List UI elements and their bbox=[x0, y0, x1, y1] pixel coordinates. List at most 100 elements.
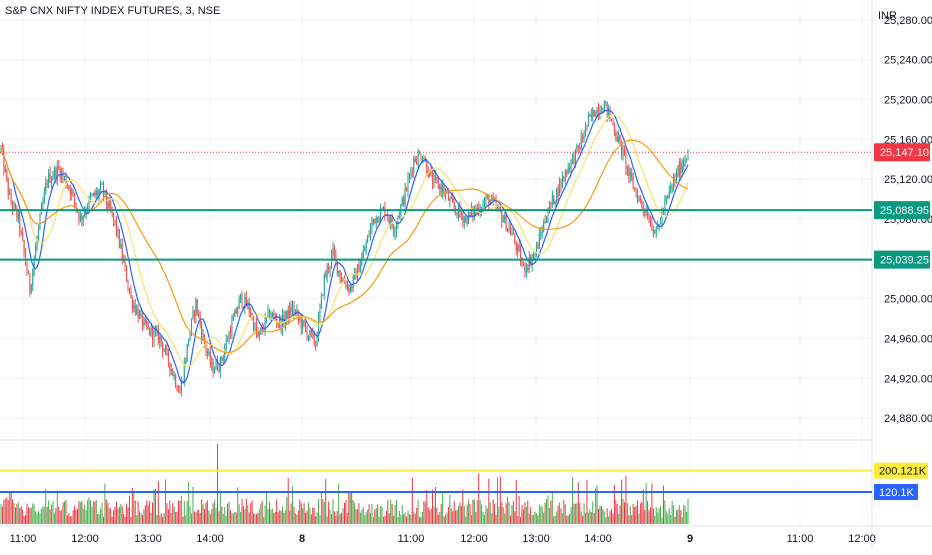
candle[interactable] bbox=[124, 255, 126, 272]
candle[interactable] bbox=[221, 356, 223, 364]
candle[interactable] bbox=[590, 108, 592, 122]
candle[interactable] bbox=[139, 309, 141, 320]
candle[interactable] bbox=[279, 314, 281, 329]
candle[interactable] bbox=[277, 322, 279, 329]
candle[interactable] bbox=[567, 162, 569, 175]
candle[interactable] bbox=[160, 335, 162, 348]
candle[interactable] bbox=[316, 331, 318, 348]
candle[interactable] bbox=[147, 321, 149, 330]
candle[interactable] bbox=[654, 229, 656, 235]
candle[interactable] bbox=[91, 193, 93, 197]
candle[interactable] bbox=[582, 133, 584, 143]
candle[interactable] bbox=[250, 307, 252, 318]
candle[interactable] bbox=[576, 143, 578, 152]
candle[interactable] bbox=[253, 314, 255, 333]
candle[interactable] bbox=[323, 272, 325, 301]
candle[interactable] bbox=[169, 362, 171, 377]
candle[interactable] bbox=[202, 328, 204, 341]
candle[interactable] bbox=[416, 156, 418, 165]
candle[interactable] bbox=[310, 329, 312, 338]
candle[interactable] bbox=[462, 211, 464, 228]
candle[interactable] bbox=[186, 343, 188, 363]
candle[interactable] bbox=[511, 227, 513, 237]
candle[interactable] bbox=[63, 175, 66, 181]
candle[interactable] bbox=[393, 224, 395, 238]
candle[interactable] bbox=[538, 227, 540, 249]
candle[interactable] bbox=[241, 291, 243, 310]
candle[interactable] bbox=[544, 214, 546, 224]
candle[interactable] bbox=[559, 177, 561, 196]
candle[interactable] bbox=[302, 318, 304, 335]
candle[interactable] bbox=[40, 202, 42, 215]
candle[interactable] bbox=[535, 241, 537, 258]
candle[interactable] bbox=[560, 178, 562, 193]
candle[interactable] bbox=[548, 200, 550, 214]
candle[interactable] bbox=[377, 216, 379, 223]
candle[interactable] bbox=[636, 188, 638, 204]
candle[interactable] bbox=[211, 355, 213, 372]
candle[interactable] bbox=[61, 167, 63, 184]
candle[interactable] bbox=[326, 263, 328, 284]
candle[interactable] bbox=[95, 186, 97, 200]
candle[interactable] bbox=[173, 371, 175, 381]
candle[interactable] bbox=[631, 167, 633, 182]
candle[interactable] bbox=[572, 152, 574, 165]
candle[interactable] bbox=[397, 215, 399, 229]
candle[interactable] bbox=[658, 224, 660, 232]
candle[interactable] bbox=[517, 243, 519, 258]
price-levels[interactable]: 25,147.10 25,088.95 25,039.25 bbox=[0, 143, 930, 269]
candle[interactable] bbox=[137, 304, 139, 323]
candle[interactable] bbox=[573, 151, 575, 166]
candle[interactable] bbox=[384, 201, 386, 221]
candle[interactable] bbox=[312, 327, 314, 340]
candle[interactable] bbox=[333, 244, 335, 261]
candle[interactable] bbox=[430, 165, 432, 177]
candle[interactable] bbox=[170, 363, 172, 376]
candle[interactable] bbox=[267, 304, 269, 319]
candle[interactable] bbox=[338, 270, 340, 277]
candle[interactable] bbox=[485, 194, 487, 207]
candle[interactable] bbox=[111, 206, 113, 218]
candle[interactable] bbox=[512, 228, 514, 235]
candle[interactable] bbox=[557, 184, 559, 203]
candle[interactable] bbox=[649, 215, 651, 227]
candle[interactable] bbox=[537, 241, 539, 250]
candle[interactable] bbox=[10, 188, 12, 206]
candle[interactable] bbox=[120, 238, 122, 249]
candle[interactable] bbox=[225, 334, 227, 355]
candle[interactable] bbox=[473, 205, 475, 221]
candle[interactable] bbox=[408, 173, 410, 184]
candle[interactable] bbox=[406, 186, 408, 192]
candle[interactable] bbox=[369, 222, 371, 241]
candle[interactable] bbox=[616, 131, 618, 143]
candle[interactable] bbox=[315, 341, 317, 352]
candle[interactable] bbox=[3, 144, 5, 176]
candle[interactable] bbox=[309, 329, 311, 341]
candle[interactable] bbox=[53, 165, 55, 180]
candle[interactable] bbox=[227, 335, 229, 342]
candle[interactable] bbox=[229, 325, 231, 340]
candle[interactable] bbox=[634, 187, 636, 192]
candle[interactable] bbox=[390, 214, 392, 230]
candle[interactable] bbox=[287, 305, 289, 325]
candle[interactable] bbox=[507, 227, 509, 232]
candle[interactable] bbox=[201, 320, 203, 345]
candle[interactable] bbox=[117, 225, 119, 239]
candle[interactable] bbox=[320, 292, 322, 309]
candle[interactable] bbox=[286, 310, 288, 325]
candle[interactable] bbox=[394, 226, 396, 241]
candle[interactable] bbox=[114, 219, 116, 227]
candle[interactable] bbox=[419, 150, 421, 155]
candle[interactable] bbox=[651, 216, 653, 231]
candle[interactable] bbox=[219, 356, 221, 378]
candle[interactable] bbox=[466, 215, 468, 227]
candle[interactable] bbox=[478, 201, 480, 217]
candle[interactable] bbox=[551, 190, 553, 209]
candle[interactable] bbox=[49, 166, 51, 184]
candle[interactable] bbox=[586, 124, 588, 132]
candle[interactable] bbox=[81, 212, 83, 227]
candle[interactable] bbox=[165, 344, 167, 356]
candle[interactable] bbox=[154, 325, 156, 338]
candle[interactable] bbox=[56, 160, 58, 186]
candle[interactable] bbox=[355, 267, 357, 280]
